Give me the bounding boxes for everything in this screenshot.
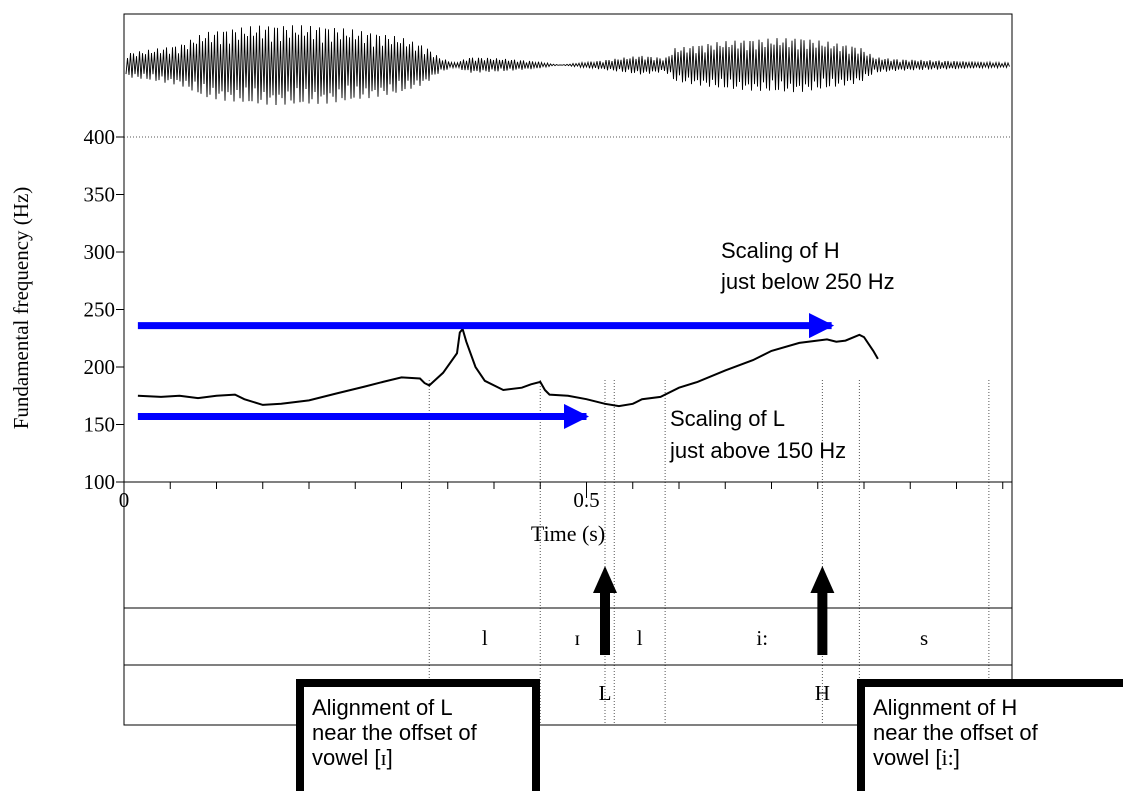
y-tick-label-250: 250 bbox=[84, 298, 116, 322]
segment-tier: l ɪ l i: s bbox=[482, 626, 928, 650]
callout-l-line3: vowel [ɪ] bbox=[312, 745, 526, 770]
segment-label-3: i: bbox=[756, 626, 768, 650]
x-tick-label-1: 0.5 bbox=[573, 488, 599, 512]
y-tick-label-400: 400 bbox=[84, 125, 116, 149]
segment-label-1: ɪ bbox=[574, 626, 580, 650]
y-tick-label-350: 350 bbox=[84, 183, 116, 207]
callout-h-line3: vowel [i:] bbox=[873, 745, 1117, 770]
segment-label-0: l bbox=[482, 626, 488, 650]
alignment-arrow-head-1 bbox=[810, 566, 835, 593]
f0-contour-line bbox=[137, 326, 879, 408]
x-axis-label: Time (s) bbox=[531, 521, 605, 546]
callout-l-prefix: vowel [ bbox=[312, 745, 381, 770]
callout-l-suffix: ] bbox=[386, 745, 393, 770]
x-tick-label-0: 0 bbox=[119, 488, 130, 512]
segment-label-2: l bbox=[637, 626, 643, 650]
tone-label-1: H bbox=[815, 681, 830, 705]
callout-h-suffix: ] bbox=[953, 745, 960, 770]
callout-h-ipa: i: bbox=[941, 745, 954, 770]
callout-h-prefix: vowel [ bbox=[873, 745, 942, 770]
scaling-arrows bbox=[137, 313, 835, 430]
y-ticks: 100 150 200 250 300 350 400 bbox=[84, 125, 124, 494]
alignment-arrow-shaft-0 bbox=[600, 590, 610, 655]
x-ticks: 0 0.5 bbox=[119, 482, 1004, 512]
annotation-h-line2: just below 250 Hz bbox=[720, 269, 895, 294]
alignment-arrows bbox=[593, 566, 835, 655]
annotation-h-line1: Scaling of H bbox=[721, 238, 840, 263]
annotation-l-line2: just above 150 Hz bbox=[669, 438, 846, 463]
gridlines bbox=[124, 136, 1012, 483]
callout-alignment-h: Alignment of H near the offset of vowel … bbox=[857, 679, 1123, 791]
y-tick-label-150: 150 bbox=[84, 413, 116, 437]
callout-l-line2: near the offset of bbox=[312, 720, 477, 745]
waveform bbox=[125, 25, 1010, 106]
y-tick-label-100: 100 bbox=[84, 470, 116, 494]
callout-l-ipa: ɪ bbox=[380, 745, 387, 770]
alignment-arrow-shaft-1 bbox=[817, 590, 828, 655]
callout-alignment-l: Alignment of L near the offset of vowel … bbox=[296, 679, 540, 791]
y-tick-label-200: 200 bbox=[84, 355, 116, 379]
callout-h-line2: near the offset of bbox=[873, 720, 1038, 745]
y-axis-label: Fundamental frequency (Hz) bbox=[9, 187, 33, 430]
callout-l-line1: Alignment of L bbox=[312, 695, 453, 720]
y-tick-label-300: 300 bbox=[84, 240, 116, 264]
segment-label-4: s bbox=[920, 626, 928, 650]
alignment-arrow-head-0 bbox=[593, 566, 617, 593]
tone-label-0: L bbox=[599, 681, 612, 705]
annotation-l-line1: Scaling of L bbox=[670, 406, 785, 431]
callout-h-line1: Alignment of H bbox=[873, 695, 1018, 720]
figure-frame bbox=[123, 13, 1013, 726]
segment-boundaries bbox=[428, 380, 990, 725]
